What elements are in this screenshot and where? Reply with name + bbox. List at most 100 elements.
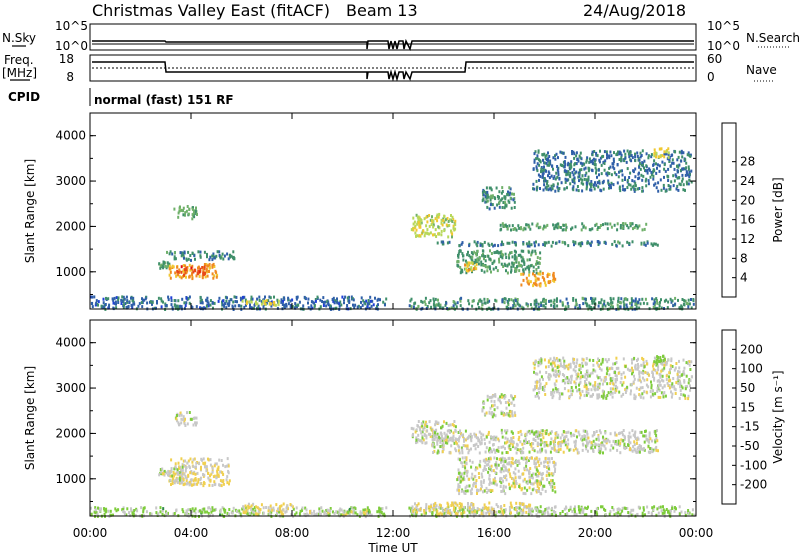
power-cell bbox=[164, 302, 167, 306]
velocity-cell bbox=[211, 466, 214, 470]
power-cell bbox=[626, 186, 629, 189]
power-cell bbox=[365, 299, 368, 303]
velocity-cell bbox=[440, 435, 443, 438]
power-cell bbox=[611, 301, 614, 305]
velocity-cell bbox=[643, 440, 646, 444]
power-cell bbox=[650, 153, 653, 157]
velocity-cell bbox=[509, 501, 512, 505]
power-cell bbox=[615, 173, 618, 177]
power-cell bbox=[674, 296, 677, 300]
velocity-cell bbox=[693, 513, 696, 517]
velocity-cell bbox=[272, 506, 275, 510]
velocity-cell bbox=[656, 439, 659, 443]
power-cell bbox=[437, 225, 440, 229]
power-cell bbox=[548, 171, 551, 175]
power-cell bbox=[188, 301, 191, 305]
power-cell bbox=[529, 227, 532, 231]
cpid-label: CPID bbox=[8, 90, 40, 104]
velocity-cell bbox=[553, 443, 556, 447]
power-cell bbox=[603, 168, 606, 172]
power-cell bbox=[535, 268, 538, 271]
velocity-cell bbox=[487, 430, 490, 434]
velocity-cell bbox=[532, 437, 535, 441]
power-cell bbox=[588, 160, 591, 164]
velocity-cell bbox=[442, 509, 445, 513]
velocity-cell bbox=[183, 464, 186, 468]
power-cell bbox=[221, 252, 224, 256]
velocity-cell bbox=[244, 504, 247, 508]
power-cell bbox=[321, 300, 324, 303]
power-cell bbox=[503, 206, 506, 210]
velocity-cell bbox=[570, 386, 573, 389]
velocity-cell bbox=[551, 479, 554, 483]
power-cell bbox=[532, 182, 535, 186]
power-cell bbox=[489, 267, 491, 271]
velocity-cell bbox=[580, 371, 582, 375]
power-cell bbox=[205, 304, 208, 308]
velocity-cell bbox=[522, 508, 525, 512]
velocity-cell bbox=[185, 466, 188, 469]
velocity-cell bbox=[173, 467, 176, 471]
power-cell bbox=[538, 261, 541, 265]
power-cell bbox=[177, 271, 180, 275]
power-cell bbox=[501, 197, 504, 201]
power-cell bbox=[572, 185, 575, 189]
power-cell bbox=[577, 242, 580, 246]
velocity-cell bbox=[488, 512, 491, 516]
power-cell bbox=[188, 207, 191, 211]
velocity-cell bbox=[471, 510, 474, 514]
velocity-cell bbox=[184, 417, 186, 421]
power-cell bbox=[512, 198, 515, 202]
power-cell bbox=[619, 226, 622, 230]
power-cell bbox=[514, 269, 517, 273]
velocity-cell bbox=[184, 469, 187, 473]
power-cell bbox=[178, 268, 181, 272]
power-cell bbox=[643, 227, 646, 231]
power-cell bbox=[206, 264, 209, 268]
power-cell bbox=[485, 192, 488, 196]
power-cell bbox=[564, 169, 566, 173]
power-cell bbox=[588, 304, 591, 308]
power-cell bbox=[686, 173, 689, 177]
power-cell bbox=[535, 262, 537, 266]
velocity-cell bbox=[554, 511, 557, 514]
velocity-cell bbox=[479, 442, 482, 446]
velocity-cell bbox=[443, 437, 445, 441]
velocity-cell bbox=[545, 443, 548, 447]
power-cell bbox=[627, 152, 630, 156]
velocity-cell bbox=[541, 432, 544, 436]
power-cell bbox=[554, 177, 557, 181]
velocity-cell bbox=[461, 451, 464, 455]
power-cell bbox=[199, 299, 202, 303]
power-cell bbox=[579, 161, 582, 165]
power-cell bbox=[232, 257, 235, 261]
velocity-cell bbox=[370, 513, 373, 517]
velocity-cell bbox=[655, 448, 658, 452]
velocity-cell bbox=[181, 481, 184, 484]
velocity-cell bbox=[500, 477, 503, 481]
velocity-cell bbox=[188, 483, 191, 487]
power-cell bbox=[182, 273, 185, 277]
power-cell bbox=[456, 260, 459, 264]
velocity-cell bbox=[530, 473, 533, 477]
power-cell bbox=[466, 269, 468, 272]
power-cell bbox=[443, 214, 446, 218]
velocity-cell bbox=[467, 451, 470, 455]
power-cell bbox=[626, 180, 629, 184]
velocity-cell bbox=[209, 463, 212, 467]
power-cell bbox=[533, 187, 536, 191]
velocity-cell bbox=[326, 508, 329, 512]
velocity-cell bbox=[636, 450, 639, 454]
velocity-cell bbox=[184, 475, 187, 479]
velocity-cell bbox=[665, 508, 668, 511]
power-cell bbox=[656, 243, 659, 247]
velocity-cell bbox=[304, 506, 307, 510]
power-cell bbox=[179, 304, 182, 308]
velocity-cell bbox=[449, 438, 452, 442]
power-cell bbox=[599, 301, 602, 305]
velocity-cell bbox=[536, 484, 539, 488]
velocity-cell bbox=[194, 511, 197, 515]
velocity-cell bbox=[628, 431, 631, 435]
power-cell bbox=[195, 305, 198, 309]
power-cell bbox=[514, 298, 517, 302]
